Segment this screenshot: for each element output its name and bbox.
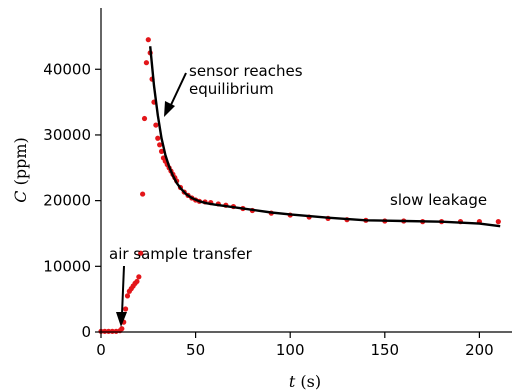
data-point — [157, 142, 163, 148]
data-point — [153, 122, 159, 128]
x-tick-label: 100 — [276, 341, 305, 359]
y-ticks-group: 0 10000 20000 30000 40000 — [43, 60, 101, 341]
annotation-air-sample: air sample transfer — [109, 245, 253, 263]
x-axis-var: t — [289, 372, 296, 391]
y-tick-label: 0 — [81, 323, 91, 341]
data-point — [141, 115, 148, 122]
arrow-air-shaft — [121, 265, 125, 315]
x-tick-label: 0 — [96, 341, 106, 359]
data-point — [105, 328, 112, 334]
data-points-group — [98, 37, 501, 334]
data-point — [119, 326, 125, 332]
x-ticks-group: 0 50 100 150 200 — [96, 332, 494, 359]
x-tick-label: 50 — [186, 341, 205, 359]
data-point — [124, 293, 131, 299]
data-point — [102, 328, 108, 334]
y-tick-label: 20000 — [43, 192, 91, 210]
data-point — [145, 37, 151, 43]
data-point — [134, 278, 140, 285]
arrow-sensor — [164, 72, 187, 117]
fit-curve-line — [149, 46, 501, 228]
y-axis-unit: (ppm) — [11, 137, 30, 190]
data-point — [155, 135, 161, 141]
data-point — [109, 328, 115, 334]
data-point — [158, 148, 165, 154]
data-point — [138, 250, 144, 256]
annotation-sensor-line2: equilibrium — [189, 80, 274, 98]
data-point — [122, 306, 129, 312]
arrow-sensor-shaft — [169, 72, 187, 108]
y-tick-label: 10000 — [43, 257, 91, 275]
arrow-sensor-head — [164, 101, 175, 117]
annotation-slow-leakage: slow leakage — [390, 191, 487, 209]
annotation-sensor-line1: sensor reaches — [189, 62, 303, 80]
data-point — [136, 274, 142, 280]
x-axis-title: t (s) — [289, 372, 321, 391]
y-tick-label: 30000 — [43, 126, 91, 144]
data-point — [143, 60, 150, 66]
data-point — [495, 219, 501, 225]
arrow-air — [116, 265, 127, 327]
y-tick-label: 40000 — [43, 60, 91, 78]
fit-curve-group — [149, 46, 501, 228]
x-axis-unit: (s) — [295, 372, 321, 391]
data-point — [140, 191, 146, 197]
y-axis-var: C — [11, 190, 30, 202]
x-tick-label: 150 — [370, 341, 399, 359]
x-tick-label: 200 — [465, 341, 494, 359]
arrow-air-head — [116, 312, 127, 327]
y-axis-title: C (ppm) — [11, 137, 30, 202]
